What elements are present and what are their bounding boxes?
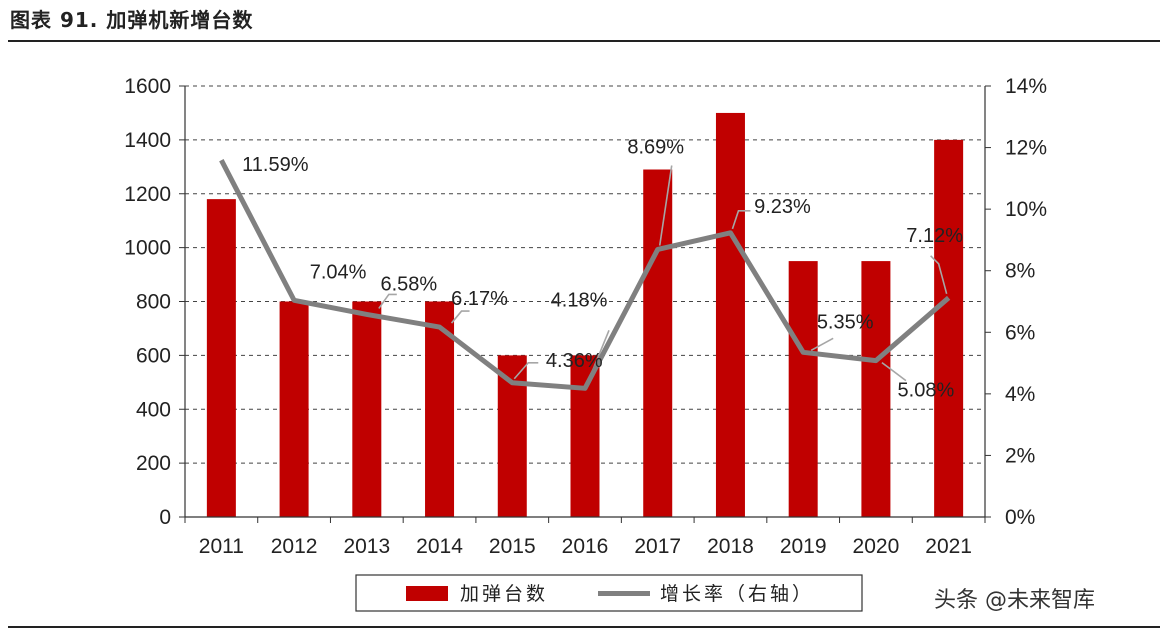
x-tick-label: 2014 bbox=[416, 535, 463, 558]
legend-line-label: 增长率（右轴） bbox=[660, 583, 814, 605]
figure-title: 图表 91. 加弹机新增台数 bbox=[10, 8, 254, 32]
y-right-tick-label: 8% bbox=[1005, 260, 1035, 283]
y-left-tick-label: 1000 bbox=[124, 237, 171, 260]
y-right-tick-label: 4% bbox=[1005, 383, 1035, 406]
data-label-2017: 8.69% bbox=[627, 136, 684, 158]
bar-2013 bbox=[352, 301, 382, 517]
x-tick-label: 2021 bbox=[925, 535, 972, 558]
x-tick-label: 2018 bbox=[707, 535, 754, 558]
y-left-tick-label: 400 bbox=[136, 398, 171, 421]
x-tick-label: 2017 bbox=[634, 535, 681, 558]
leader-line-2013 bbox=[378, 293, 397, 309]
watermark: 头条 @未来智库 bbox=[934, 588, 1095, 613]
bar-2018 bbox=[715, 112, 745, 517]
leader-line-2017 bbox=[658, 165, 673, 246]
leader-line-2021 bbox=[930, 255, 948, 295]
title-rule bbox=[8, 40, 1160, 42]
x-tick-label: 2019 bbox=[780, 535, 827, 558]
x-tick-label: 2016 bbox=[562, 535, 609, 558]
y-right-tick-label: 14% bbox=[1005, 75, 1047, 98]
data-label-2012: 7.04% bbox=[310, 261, 367, 283]
bar-2021 bbox=[934, 139, 964, 517]
data-label-2019: 5.35% bbox=[817, 311, 874, 333]
leader-line-2020 bbox=[881, 361, 907, 382]
y-right-tick-label: 2% bbox=[1005, 444, 1035, 467]
axes bbox=[179, 85, 991, 523]
line-series bbox=[219, 159, 951, 391]
bottom-rule bbox=[8, 626, 1160, 628]
bar-2017 bbox=[643, 169, 673, 517]
y-right-tick-label: 12% bbox=[1005, 137, 1047, 160]
data-label-2020: 5.08% bbox=[898, 380, 955, 402]
x-tick-label: 2011 bbox=[199, 535, 244, 558]
legend-bar-label: 加弹台数 bbox=[460, 583, 548, 605]
data-label-2014: 6.17% bbox=[451, 288, 508, 310]
y-left-tick-label: 800 bbox=[136, 291, 171, 314]
x-tick-label: 2015 bbox=[489, 535, 536, 558]
y-left-tick-label: 1400 bbox=[124, 129, 171, 152]
y-left-tick-label: 200 bbox=[136, 452, 171, 475]
y-left-tick-label: 600 bbox=[136, 344, 171, 367]
data-label-2021: 7.12% bbox=[906, 225, 963, 247]
label-leaders bbox=[378, 165, 948, 385]
legend-bar-swatch bbox=[406, 586, 448, 601]
bar-2019 bbox=[788, 261, 818, 517]
x-tick-label: 2020 bbox=[853, 535, 900, 558]
data-label-2011: 11.59% bbox=[242, 154, 309, 176]
leader-line-2015 bbox=[513, 361, 539, 380]
bar-2012 bbox=[279, 301, 309, 517]
leader-line-2019 bbox=[810, 337, 834, 351]
legend: 加弹台数 增长率（右轴） bbox=[355, 574, 863, 612]
data-label-2018: 9.23% bbox=[754, 196, 811, 218]
growth-rate-line bbox=[219, 159, 951, 391]
bar-2020 bbox=[861, 261, 891, 517]
bar-2016 bbox=[570, 355, 600, 517]
bar-2015 bbox=[497, 355, 527, 517]
bar-2011 bbox=[206, 199, 236, 517]
y-right-tick-label: 0% bbox=[1005, 506, 1035, 529]
leader-line-2014 bbox=[450, 310, 470, 324]
data-labels: 11.59% 7.04% 6.58% 6.17% 4.36% 4.18% 8.69% 9.23… bbox=[242, 136, 963, 401]
data-label-2013: 6.58% bbox=[380, 273, 437, 295]
data-label-2015: 4.36% bbox=[546, 350, 603, 372]
data-label-2016: 4.18% bbox=[551, 289, 608, 311]
y-right-tick-label: 10% bbox=[1005, 198, 1047, 221]
y-left-tick-label: 0 bbox=[159, 506, 171, 529]
leader-line-2018 bbox=[731, 210, 751, 230]
x-tick-label: 2013 bbox=[343, 535, 390, 558]
y-right-tick-label: 6% bbox=[1005, 321, 1035, 344]
y-left-tick-label: 1600 bbox=[124, 75, 171, 98]
y-left-tick-label: 1200 bbox=[124, 183, 171, 206]
x-tick-label: 2012 bbox=[271, 535, 318, 558]
tick-labels: 0 200 400 600 800 1000 1200 1400 1600 0% 2% 4% 6% 8% 1… bbox=[124, 75, 1047, 558]
